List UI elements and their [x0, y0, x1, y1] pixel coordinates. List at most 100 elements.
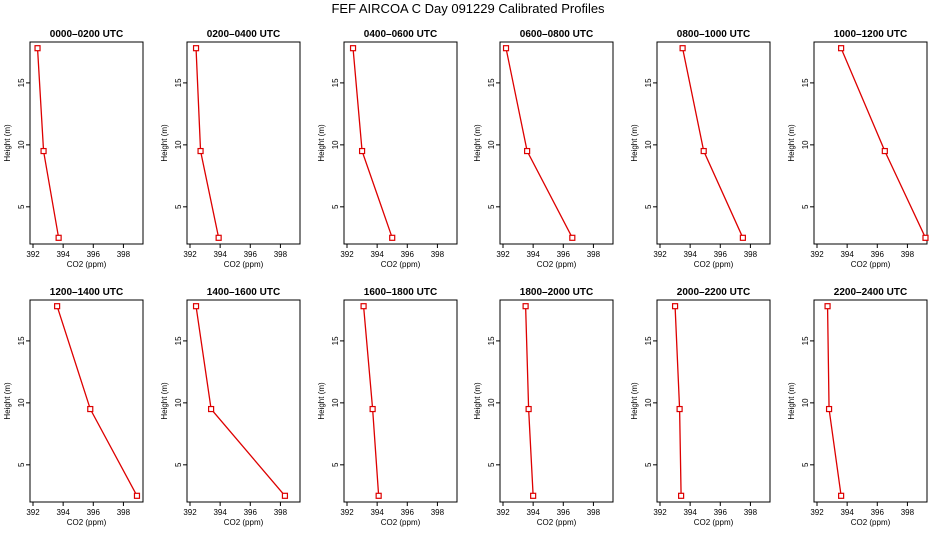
- data-point: [700, 147, 707, 155]
- y-tick-label: 10: [174, 140, 183, 149]
- y-tick-label: 10: [487, 140, 496, 149]
- x-tick-label: 396: [714, 508, 728, 517]
- panel-6: 1000–1200 UTC 392 394 396 398 CO2 (ppm) 5 10 15 H…: [787, 29, 929, 269]
- panel-title: 1000–1200 UTC: [834, 29, 907, 40]
- panel-7: 1200–1400 UTC 392 394 396 398 CO2 (ppm) 5 10 15 H…: [3, 287, 144, 527]
- y-axis-label: Height (m): [473, 124, 482, 162]
- x-tick-label: 396: [87, 508, 101, 517]
- plot-frame: [813, 41, 928, 245]
- x-tick-label: 398: [274, 508, 288, 517]
- x-axis-label: CO2 (ppm): [67, 260, 107, 269]
- data-point: [197, 147, 204, 155]
- profile-line: [681, 48, 744, 239]
- data-point: [922, 234, 929, 241]
- data-point: [375, 492, 382, 499]
- x-axis-label: CO2 (ppm): [224, 518, 264, 527]
- panel-title: 2200–2400 UTC: [834, 287, 907, 298]
- data-point: [208, 405, 215, 413]
- panel-title: 0600–0800 UTC: [520, 29, 593, 40]
- panel-4: 0600–0800 UTC 392 394 396 398 CO2 (ppm) 5 10 15 H…: [473, 29, 614, 269]
- x-axis-label: CO2 (ppm): [381, 518, 421, 527]
- panel-title: 1600–1800 UTC: [364, 287, 437, 298]
- y-tick-label: 10: [17, 398, 26, 407]
- panel-title: 2000–2200 UTC: [677, 287, 750, 298]
- x-axis-label: CO2 (ppm): [694, 518, 734, 527]
- x-tick-label: 398: [744, 508, 758, 517]
- x-tick-label: 398: [744, 250, 758, 259]
- y-tick-label: 5: [801, 462, 810, 467]
- data-point: [569, 234, 576, 241]
- y-tick-label: 10: [331, 140, 340, 149]
- data-point: [824, 303, 831, 310]
- x-tick-label: 394: [683, 250, 697, 259]
- plot-frame: [499, 41, 614, 245]
- x-tick-label: 394: [370, 508, 384, 517]
- y-tick-label: 10: [801, 398, 810, 407]
- y-tick-label: 15: [174, 336, 183, 345]
- x-tick-label: 392: [653, 508, 667, 517]
- y-tick-label: 15: [644, 78, 653, 87]
- y-axis-label: Height (m): [630, 124, 639, 162]
- data-point: [678, 492, 685, 499]
- data-point: [360, 303, 367, 310]
- x-axis-label: CO2 (ppm): [381, 260, 421, 269]
- x-tick-label: 398: [587, 508, 601, 517]
- data-point: [838, 45, 845, 52]
- y-tick-label: 15: [487, 336, 496, 345]
- data-point: [349, 45, 357, 52]
- x-tick-label: 396: [714, 250, 728, 259]
- x-axis-label: CO2 (ppm): [851, 518, 891, 527]
- x-tick-label: 394: [56, 508, 70, 517]
- data-point: [530, 492, 537, 499]
- y-axis-label: Height (m): [160, 382, 169, 420]
- y-axis-label: Height (m): [473, 382, 482, 420]
- x-tick-label: 392: [183, 250, 197, 259]
- x-tick-label: 398: [117, 250, 131, 259]
- x-tick-label: 394: [840, 250, 854, 259]
- x-tick-label: 392: [496, 250, 510, 259]
- x-tick-label: 392: [26, 508, 40, 517]
- panel-3: 0400–0600 UTC 392 394 396 398 CO2 (ppm) 5 10 15 H…: [317, 29, 458, 269]
- data-point: [54, 303, 61, 310]
- y-tick-label: 10: [17, 140, 26, 149]
- x-tick-label: 396: [871, 250, 885, 259]
- x-axis-label: CO2 (ppm): [537, 260, 577, 269]
- y-tick-label: 5: [17, 462, 26, 467]
- data-point: [133, 492, 141, 499]
- x-tick-label: 392: [810, 250, 824, 259]
- data-point: [358, 147, 366, 155]
- plot-frame: [29, 299, 144, 503]
- data-point: [281, 492, 289, 499]
- y-tick-label: 15: [17, 78, 26, 87]
- panel-title: 0800–1000 UTC: [677, 29, 750, 40]
- panel-title: 1800–2000 UTC: [520, 287, 593, 298]
- x-tick-label: 398: [117, 508, 131, 517]
- data-point: [502, 45, 510, 52]
- x-tick-label: 398: [587, 250, 601, 259]
- panel-title: 0200–0400 UTC: [207, 29, 280, 40]
- y-tick-label: 15: [801, 336, 810, 345]
- x-tick-label: 396: [871, 508, 885, 517]
- x-tick-label: 396: [244, 508, 258, 517]
- y-tick-label: 10: [487, 398, 496, 407]
- panel-title: 0400–0600 UTC: [364, 29, 437, 40]
- plot-frame: [186, 41, 301, 245]
- x-tick-label: 392: [810, 508, 824, 517]
- panel-title: 1200–1400 UTC: [50, 287, 123, 298]
- profile-line: [826, 306, 842, 496]
- x-tick-label: 392: [496, 508, 510, 517]
- y-axis-label: Height (m): [787, 382, 796, 420]
- x-tick-label: 398: [901, 508, 915, 517]
- x-tick-label: 398: [431, 250, 445, 259]
- plot-frame: [656, 41, 771, 245]
- x-axis-label: CO2 (ppm): [851, 260, 891, 269]
- y-tick-label: 5: [487, 462, 496, 467]
- profile-line: [195, 48, 220, 238]
- x-tick-label: 392: [653, 250, 667, 259]
- x-axis-label: CO2 (ppm): [67, 518, 107, 527]
- y-tick-label: 10: [644, 398, 653, 407]
- data-point: [524, 147, 531, 155]
- x-tick-label: 394: [840, 508, 854, 517]
- y-tick-label: 10: [331, 398, 340, 407]
